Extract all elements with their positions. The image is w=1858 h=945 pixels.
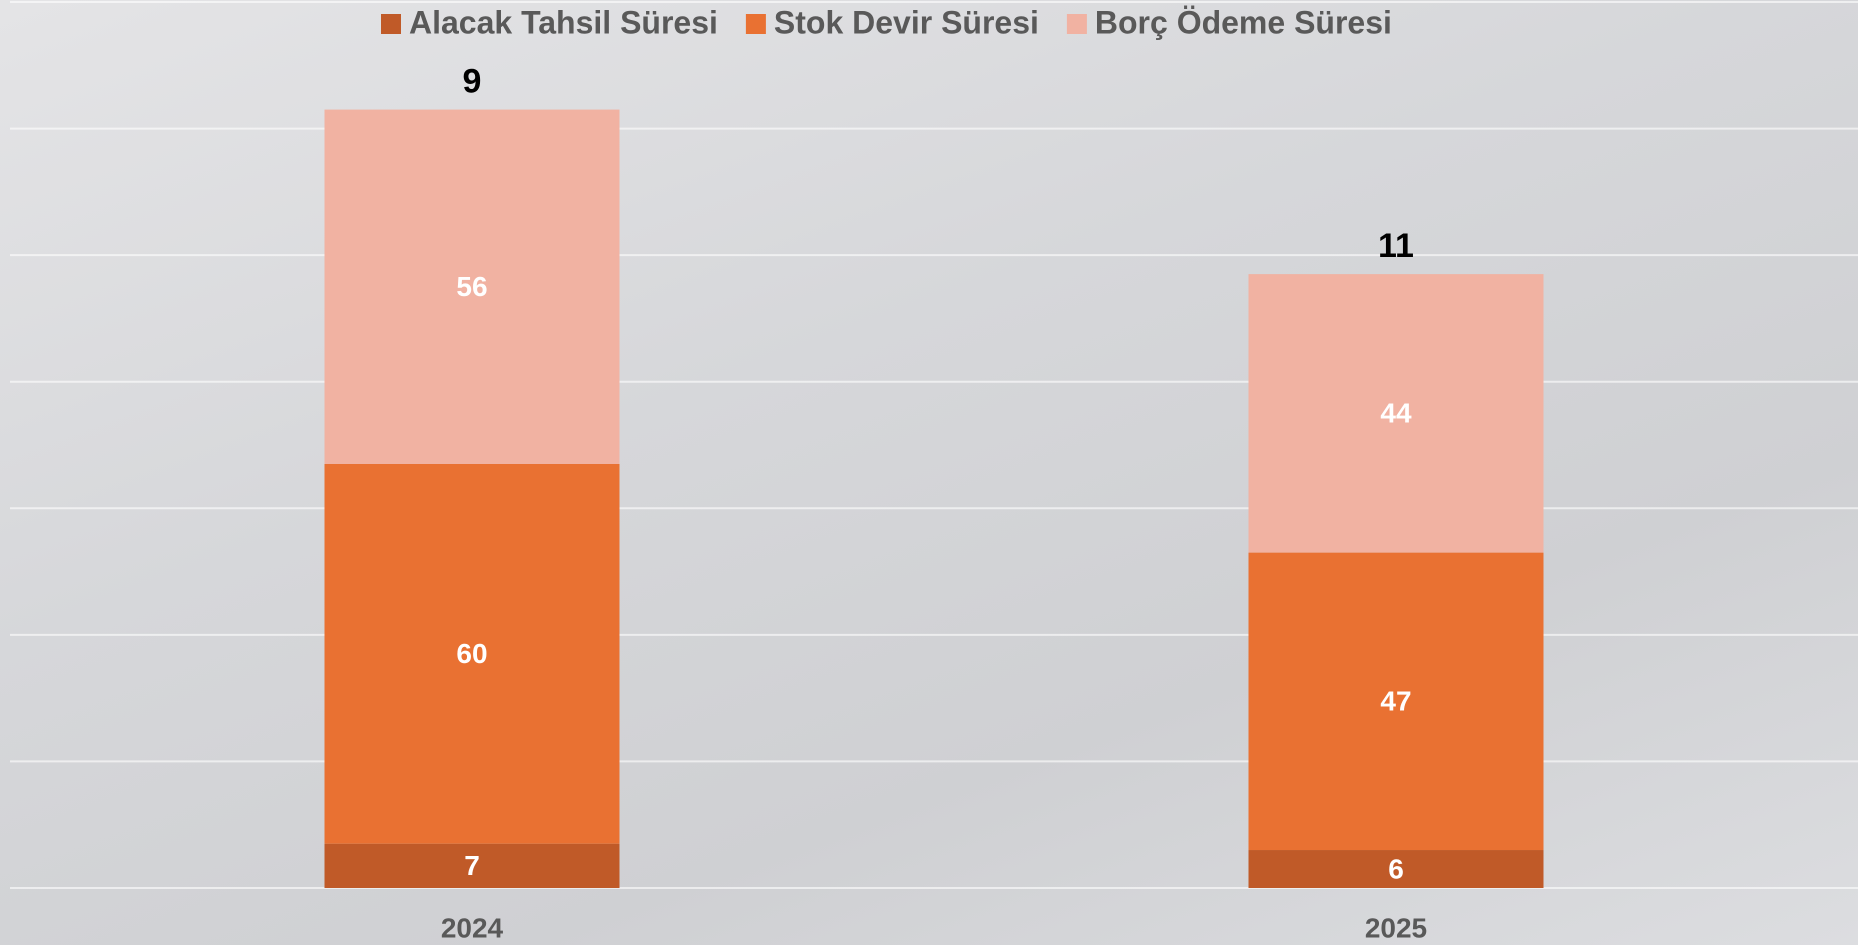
- legend-swatch: [381, 14, 401, 34]
- data-label: 44: [1380, 398, 1412, 429]
- legend: Alacak Tahsil Süresi Stok Devir Süresi Bor…: [381, 4, 1392, 40]
- page: Alacak Tahsil Süresi Stok Devir Süresi Bor…: [0, 0, 1858, 945]
- legend-swatch: [746, 14, 766, 34]
- x-tick-label: 2024: [441, 912, 504, 943]
- total-label: 9: [463, 63, 482, 101]
- data-label: 47: [1380, 686, 1411, 717]
- data-label: 56: [456, 271, 487, 302]
- total-label: 11: [1378, 227, 1414, 265]
- chart: Alacak Tahsil Süresi Stok Devir Süresi Bor…: [0, 0, 1858, 945]
- data-label: 7: [464, 850, 480, 881]
- legend-swatch: [1067, 14, 1087, 34]
- legend-label: Stok Devir Süresi: [774, 4, 1039, 40]
- legend-label: Borç Ödeme Süresi: [1095, 4, 1392, 40]
- legend-label: Alacak Tahsil Süresi: [409, 4, 718, 40]
- data-label: 6: [1388, 853, 1404, 884]
- data-label: 60: [456, 638, 487, 669]
- x-tick-label: 2025: [1365, 912, 1427, 943]
